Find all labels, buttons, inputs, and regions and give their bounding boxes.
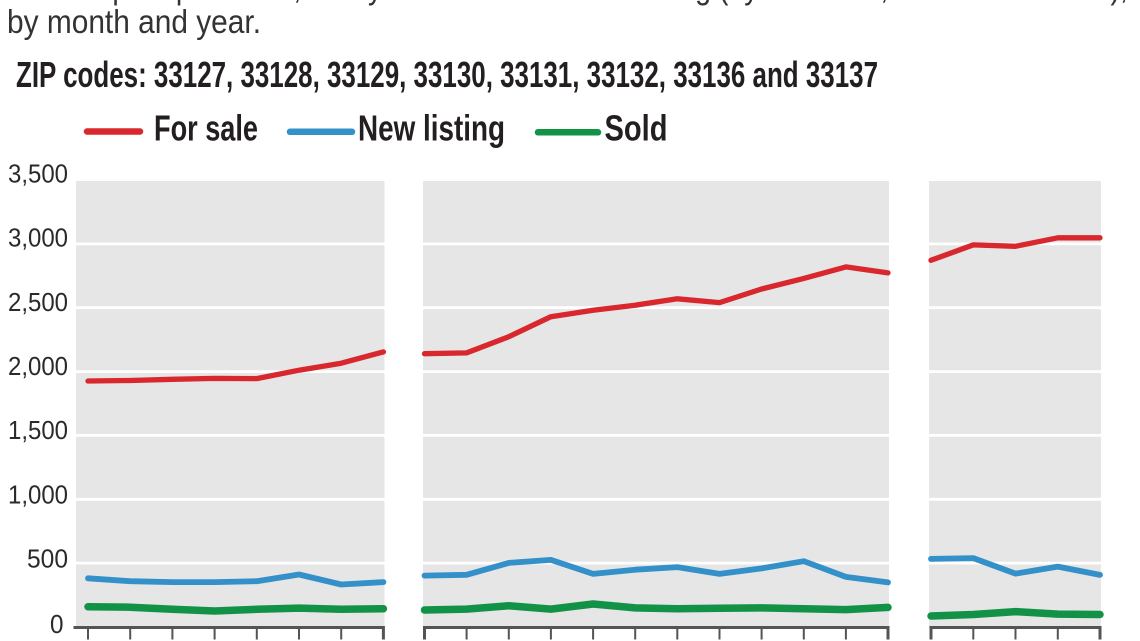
svg-text:by month and year.: by month and year. [7,3,261,40]
svg-text:0: 0 [50,609,64,639]
svg-text:500: 500 [27,544,68,574]
svg-text:ZIP codes: 33127, 33128, 33129: ZIP codes: 33127, 33128, 33129, 33130, 3… [16,54,878,95]
svg-text:2,000: 2,000 [8,351,68,381]
svg-text:New listing: New listing [358,108,505,149]
svg-text:2,500: 2,500 [8,287,68,317]
svg-text:3,000: 3,000 [8,223,68,253]
svg-text:3,500: 3,500 [8,159,68,189]
svg-text:1,500: 1,500 [8,415,68,445]
svg-text:Condos put up for sale, newly: Condos put up for sale, newly listed and… [6,0,1128,6]
svg-text:Sold: Sold [605,108,668,149]
svg-text:For sale: For sale [154,108,258,149]
svg-text:1,000: 1,000 [8,479,68,509]
